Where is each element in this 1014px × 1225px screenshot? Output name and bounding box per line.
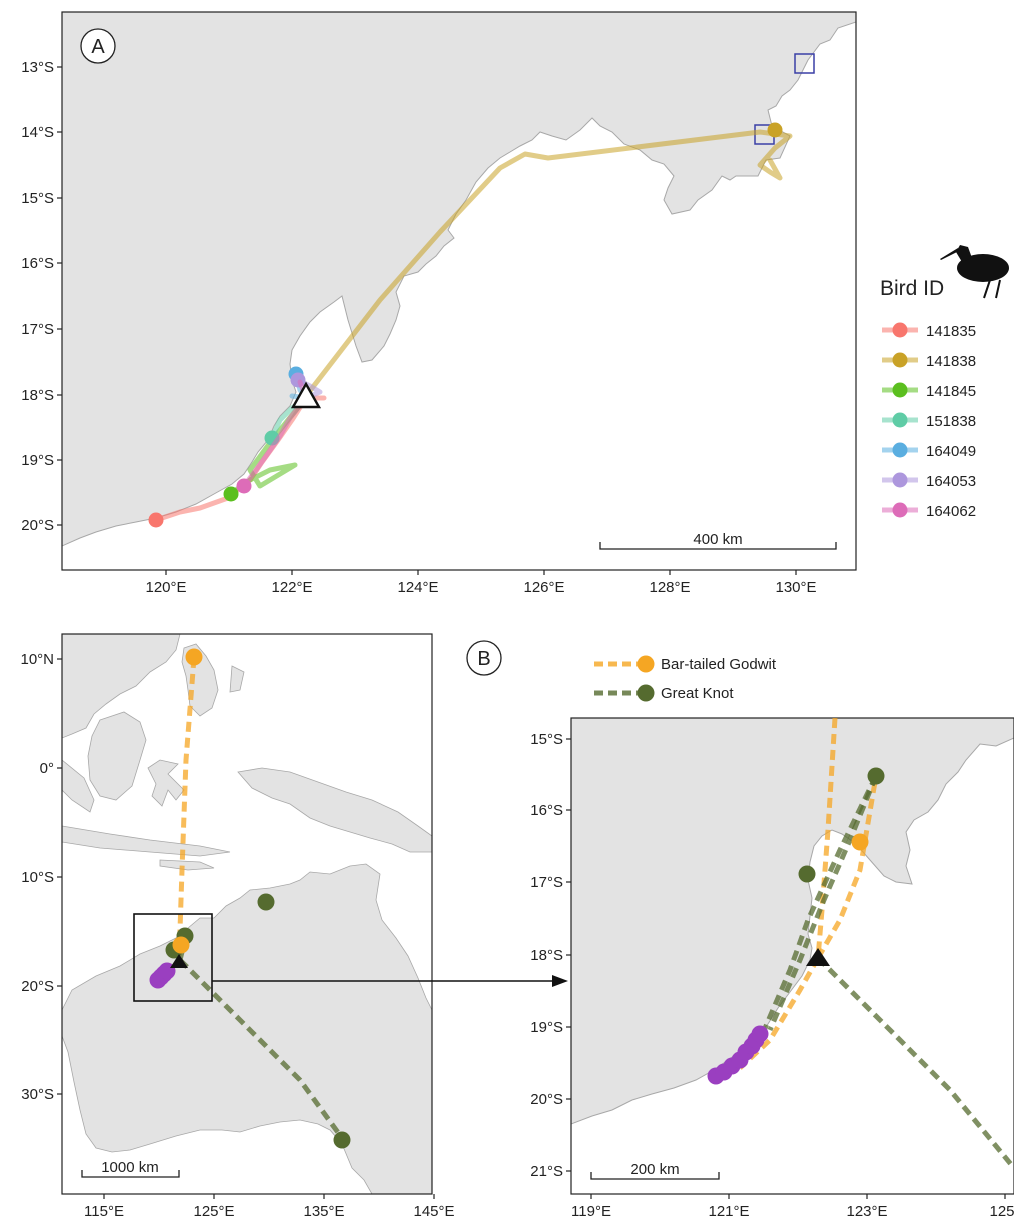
- legend-a-marker: [892, 382, 908, 398]
- legend-a-marker: [892, 442, 908, 458]
- bird-silhouette-icon: [940, 245, 1009, 299]
- panel-b-left-lon-tick-label: 135°E: [303, 1203, 344, 1220]
- knot-endpoint-inset: [867, 767, 885, 785]
- panel-b-left-lat-tick-label: 20°S: [21, 978, 54, 995]
- panel-b-right-lat-tick-label: 20°S: [530, 1091, 563, 1108]
- panel-a-lat-tick-label: 16°S: [21, 255, 54, 272]
- legend-a-item-label: 164062: [926, 503, 976, 520]
- legend-b-marker: [637, 655, 655, 673]
- panel-b-right-lon-tick-label: 125°: [989, 1203, 1014, 1220]
- panel-a-lat-tick-label: 13°S: [21, 59, 54, 76]
- panel-a-label: A: [91, 36, 105, 58]
- panel-b-right-lon-tick-label: 123°E: [846, 1203, 887, 1220]
- legend-b-item-label: Bar-tailed Godwit: [661, 656, 777, 673]
- legend-b-marker: [637, 684, 655, 702]
- knot-endpoint: [257, 893, 275, 911]
- panel-a-lat-tick-label: 20°S: [21, 517, 54, 534]
- panel-a: A 13°S 14°S 15°S 16°S 17°S 18°S 19°S 20°S 120°E 1…: [21, 11, 857, 596]
- panel-a-lon-tick-label: 122°E: [271, 579, 312, 596]
- endpoint-141838: [767, 122, 783, 138]
- release-site-triangle-b-left: [170, 954, 188, 968]
- endpoint-141835: [148, 512, 164, 528]
- legend-a-item-label: 164053: [926, 473, 976, 490]
- knot-endpoint-inset: [798, 865, 816, 883]
- panel-b-right-lat-tick-label: 16°S: [530, 802, 563, 819]
- panel-b-left: 10°N 0° 10°S 20°S 30°S 115°E 125°E 135°E 145°E 1…: [20, 633, 455, 1220]
- legend-a-marker: [892, 412, 908, 428]
- knot-track-inset-se: [816, 956, 1014, 1170]
- panel-b-right: 15°S 16°S 17°S 18°S 19°S 20°S 21°S 119°E 121°E 12…: [530, 717, 1014, 1220]
- panel-b-right-lon-tick-label: 121°E: [708, 1203, 749, 1220]
- panel-a-lon-tick-label: 130°E: [775, 579, 816, 596]
- tagging-cluster-point-inset: [751, 1025, 769, 1043]
- knot-track-inset-a: [757, 774, 879, 1041]
- knot-track-inset-b: [767, 775, 879, 1031]
- legend-b-item-label: Great Knot: [661, 685, 734, 702]
- legend-a-marker: [892, 322, 908, 338]
- panel-a-lon-tick-label: 128°E: [649, 579, 690, 596]
- endpoint-141845: [223, 486, 239, 502]
- panel-b-right-lat-tick-label: 15°S: [530, 731, 563, 748]
- panel-b-right-lon-tick-label: 119°E: [571, 1203, 611, 1220]
- panel-b-left-lat-tick-label: 0°: [40, 760, 54, 777]
- track-141838: [303, 129, 793, 399]
- release-site-triangle: [290, 381, 322, 409]
- panel-b-label-circle: [466, 640, 502, 676]
- legend-a-item-label: 141838: [926, 353, 976, 370]
- legend-a-title: Bird ID: [880, 277, 944, 300]
- legend-a-item-label: 151838: [926, 413, 976, 430]
- legend-a-marker: [892, 502, 908, 518]
- panel-b-left-lon-tick-label: 115°E: [84, 1203, 124, 1220]
- godwit-track-inset-south: [738, 956, 821, 1070]
- legend-a-item-label: 164049: [926, 443, 976, 460]
- panel-a-lon-tick-label: 124°E: [397, 579, 438, 596]
- inset-connector-arrow: [212, 975, 568, 987]
- endpoint-164062: [236, 478, 252, 494]
- godwit-endpoint: [172, 936, 190, 954]
- legend-a-marker: [892, 472, 908, 488]
- panel-b-left-lon-tick-label: 125°E: [193, 1203, 234, 1220]
- godwit-endpoint: [185, 648, 203, 666]
- panel-b-right-lat-tick-label: 18°S: [530, 947, 563, 964]
- scale-bar-b-right-label: 200 km: [630, 1161, 679, 1178]
- scale-bar-a-label: 400 km: [693, 531, 742, 548]
- panel-a-lat-tick-label: 17°S: [21, 321, 54, 338]
- panel-b-left-lat-tick-label: 10°S: [21, 869, 54, 886]
- legend-a-marker: [892, 352, 908, 368]
- panel-a-lon-tick-label: 120°E: [145, 579, 186, 596]
- scale-bar-b-left: 1000 km: [81, 1159, 180, 1178]
- godwit-track-inset: [815, 718, 838, 959]
- legend-b: Bar-tailed Godwit Great Knot: [594, 655, 777, 702]
- panel-b-right-lat-tick-label: 17°S: [530, 874, 563, 891]
- legend-a-item-label: 141835: [926, 323, 976, 340]
- panel-b-right-land: [571, 718, 1014, 1125]
- knot-endpoint: [333, 1131, 351, 1149]
- panel-b-left-lon-tick-label: 145°E: [413, 1203, 454, 1220]
- study-box-north: [794, 53, 815, 74]
- panel-a-lon-tick-label: 126°E: [523, 579, 564, 596]
- panel-a-label-circle: [80, 28, 116, 64]
- legend-a: Bird ID 141835 141838 141845 151838 164049 16…: [880, 245, 1009, 520]
- godwit-track: [176, 657, 197, 961]
- panel-b-right-lat-tick-label: 19°S: [530, 1019, 563, 1036]
- panel-b-left-lat-tick-label: 10°N: [20, 651, 54, 668]
- panel-a-lat-tick-label: 19°S: [21, 452, 54, 469]
- scale-bar-b-right: 200 km: [590, 1161, 720, 1180]
- release-site-triangle-b-right: [806, 948, 830, 966]
- godwit-endpoint-inset: [851, 833, 869, 851]
- scale-bar-b-left-label: 1000 km: [101, 1159, 159, 1176]
- panel-a-lat-tick-label: 18°S: [21, 387, 54, 404]
- scale-bar-a: 400 km: [599, 531, 837, 550]
- inset-extent-box: [133, 913, 213, 1002]
- panel-b-right-lat-tick-label: 21°S: [530, 1163, 563, 1180]
- legend-a-item-label: 141845: [926, 383, 976, 400]
- panel-b-label: B: [477, 648, 490, 670]
- panel-a-lat-tick-label: 14°S: [21, 124, 54, 141]
- godwit-track-inset-east: [815, 775, 879, 960]
- panel-a-lat-tick-label: 15°S: [21, 190, 54, 207]
- panel-b-left-lat-tick-label: 30°S: [21, 1086, 54, 1103]
